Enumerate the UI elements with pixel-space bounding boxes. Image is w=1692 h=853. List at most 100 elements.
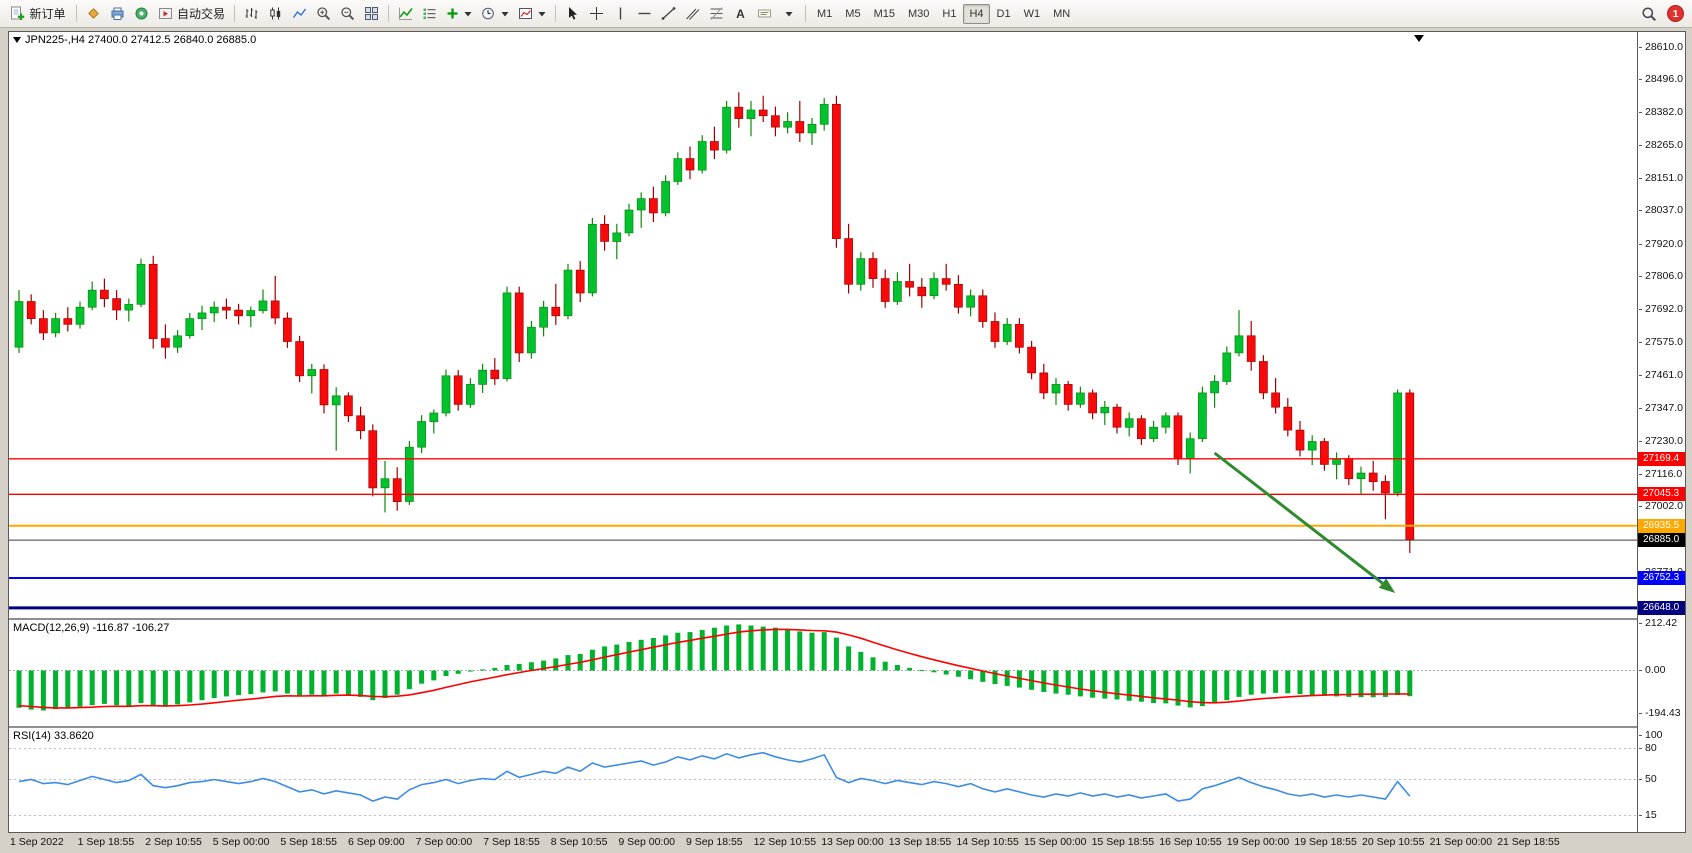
- shapes-dropdown-button[interactable]: [777, 3, 800, 25]
- tile-windows-icon: [365, 7, 379, 20]
- text-tool-icon: A: [736, 6, 745, 21]
- timeframe-button-h4[interactable]: H4: [963, 3, 990, 24]
- trendline-button[interactable]: [657, 3, 680, 25]
- trend-arrow-head: [1378, 578, 1396, 593]
- timeframe-button-m15[interactable]: M15: [873, 7, 895, 20]
- timeframe-button-d1[interactable]: D1: [996, 7, 1011, 20]
- candlestick-chart[interactable]: [9, 32, 1637, 618]
- rsi-tick: 100: [1639, 729, 1663, 742]
- rsi-indicator-pane[interactable]: [9, 728, 1637, 832]
- price-tick: 27692.0: [1639, 303, 1683, 316]
- gold-diamond-icon: [88, 8, 99, 19]
- price-tick: 28610.0: [1639, 41, 1683, 54]
- time-label: 14 Sep 10:55: [956, 836, 1019, 848]
- fibonacci-button[interactable]: [705, 3, 728, 25]
- timeframe-button-h1[interactable]: H1: [942, 7, 957, 20]
- toolbar-separator: [234, 5, 236, 22]
- timeframe-button-mn[interactable]: MN: [1053, 7, 1071, 20]
- time-label: 9 Sep 00:00: [618, 836, 676, 848]
- macd-tick: 212.42: [1639, 617, 1677, 630]
- notification-badge[interactable]: 1: [1667, 5, 1684, 22]
- rsi-tick: 80: [1639, 742, 1657, 755]
- zoom-out-button[interactable]: [336, 3, 359, 25]
- price-tick: 28496.0: [1639, 73, 1683, 86]
- tile-windows-button[interactable]: [360, 3, 383, 25]
- pane-separator-macd[interactable]: [9, 618, 1685, 620]
- timeframe-button-w1[interactable]: W1: [1023, 7, 1041, 20]
- horizontal-line-button[interactable]: [633, 3, 656, 25]
- candlestick-chart-button[interactable]: [264, 3, 287, 25]
- time-label: 19 Sep 18:55: [1294, 836, 1357, 848]
- notification-count: 1: [1672, 7, 1679, 20]
- chart-template-icon: [519, 8, 533, 19]
- toolbar-right-group: 1: [1637, 3, 1687, 25]
- autotrading-button[interactable]: 自动交易: [154, 3, 229, 25]
- line-chart-icon: [292, 8, 307, 18]
- timeframe-button-m1[interactable]: M1: [817, 7, 833, 20]
- time-label: 6 Sep 09:00: [348, 836, 405, 848]
- line-chart-button[interactable]: [288, 3, 311, 25]
- time-label: 2 Sep 10:55: [145, 836, 202, 848]
- speaker-icon: [135, 7, 148, 20]
- time-label: 9 Sep 18:55: [686, 836, 743, 848]
- timeframe-button-m5[interactable]: M5: [845, 7, 861, 20]
- period-button[interactable]: [477, 3, 513, 25]
- indicators-button[interactable]: [394, 3, 417, 25]
- main-toolbar: 新订单 自动交易: [0, 0, 1692, 28]
- add-indicator-button[interactable]: [442, 3, 476, 25]
- plus-icon: [447, 8, 458, 19]
- text-button[interactable]: A: [729, 3, 752, 25]
- crosshair-button[interactable]: [585, 3, 608, 25]
- time-label: 21 Sep 00:00: [1429, 836, 1493, 848]
- rsi-tick: 15: [1639, 809, 1657, 822]
- pane-separator-rsi[interactable]: [9, 726, 1685, 728]
- cursor-button[interactable]: [561, 3, 584, 25]
- price-axis[interactable]: 28610.0 28496.0 28382.0 28265.0 28151.0 28037…: [1637, 32, 1685, 832]
- time-label: 8 Sep 10:55: [550, 836, 608, 848]
- channel-button[interactable]: [681, 3, 704, 25]
- macd-signal-line: [18, 628, 1410, 709]
- chart-collapse-arrow-icon[interactable]: [13, 37, 21, 43]
- price-tick: 27920.0: [1639, 238, 1683, 251]
- fibonacci-icon: [710, 7, 723, 20]
- timeframe-button-m30[interactable]: M30: [907, 7, 930, 20]
- search-button[interactable]: [1637, 3, 1661, 25]
- macd-indicator-pane[interactable]: [9, 620, 1637, 726]
- trend-arrow[interactable]: [1213, 451, 1384, 585]
- cursor-icon: [569, 7, 578, 20]
- price-tick: 28037.0: [1639, 204, 1683, 217]
- quotes-button[interactable]: [82, 3, 105, 25]
- rsi-label: RSI(14) 33.8620: [13, 730, 94, 742]
- chevron-down-icon: [785, 11, 793, 16]
- price-tick: 27806.0: [1639, 270, 1683, 283]
- chart-shift-marker[interactable]: [1414, 35, 1424, 42]
- time-axis[interactable]: 1 Sep 2022 1 Sep 18:55 2 Sep 10:55 5 Sep 00…: [8, 834, 1688, 851]
- time-label: 12 Sep 10:55: [753, 836, 817, 848]
- bar-chart-icon: [245, 8, 258, 19]
- new-order-button[interactable]: 新订单: [5, 3, 71, 25]
- price-tick: 28151.0: [1639, 172, 1683, 185]
- timeframe-group: M1 M5 M15 M30 H1 H4 D1 W1 MN: [811, 3, 1076, 24]
- text-label-button[interactable]: [753, 3, 776, 25]
- bar-chart-button[interactable]: [240, 3, 263, 25]
- print-button[interactable]: [106, 3, 129, 25]
- chart-title-ohlc: JPN225-,H4 27400.0 27412.5 26840.0 26885…: [25, 34, 257, 46]
- time-label: 1 Sep 18:55: [77, 836, 135, 848]
- rsi-tick: 50: [1639, 773, 1657, 786]
- zoom-in-button[interactable]: [312, 3, 335, 25]
- time-label: 16 Sep 10:55: [1159, 836, 1222, 848]
- autotrading-icon: [159, 8, 172, 19]
- search-icon: [1642, 6, 1657, 21]
- chevron-down-icon: [464, 11, 472, 16]
- time-label: 5 Sep 00:00: [212, 836, 270, 848]
- toolbar-separator: [555, 5, 557, 22]
- template-button[interactable]: [514, 3, 550, 25]
- vertical-line-button[interactable]: [609, 3, 632, 25]
- sound-button[interactable]: [130, 3, 153, 25]
- crosshair-icon: [590, 7, 604, 20]
- price-tick: 27347.0: [1639, 402, 1683, 415]
- chart-header: JPN225-,H4 27400.0 27412.5 26840.0 26885…: [13, 34, 256, 46]
- printer-icon: [111, 7, 124, 20]
- indicator-list-button[interactable]: [418, 3, 441, 25]
- price-badge-26648.0: 26648.0: [1638, 600, 1685, 615]
